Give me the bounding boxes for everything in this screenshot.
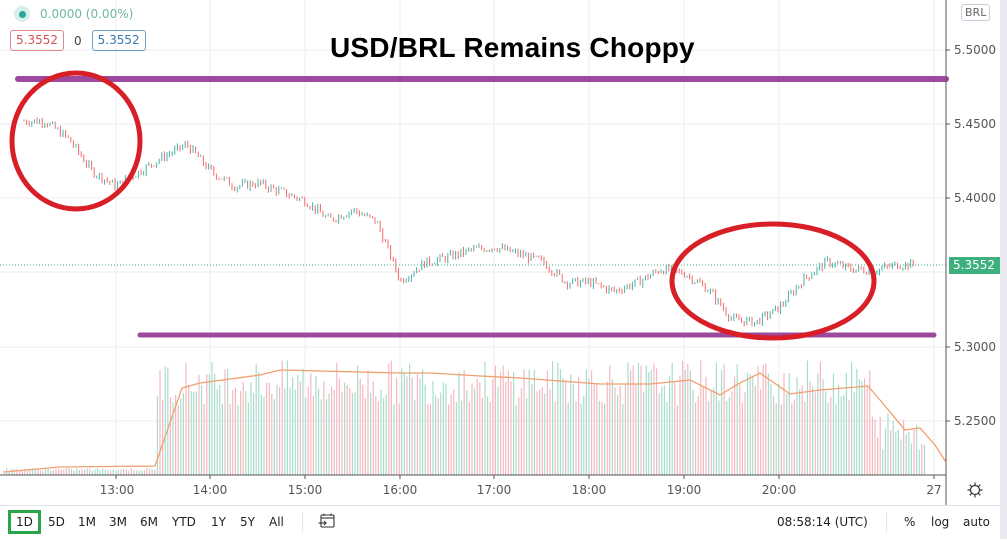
toolbar-divider [302,512,303,532]
price-label: 5.2500 [954,414,996,428]
price-label: 5.4500 [954,117,996,131]
scrollbar[interactable] [1000,0,1007,539]
go-to-date-icon[interactable] [318,513,336,529]
time-label: 14:00 [192,483,228,497]
log-scale-toggle[interactable]: log [931,515,950,529]
volume-moving-average [3,369,947,473]
range-5y[interactable]: 5Y [240,515,255,529]
toolbar-divider [886,512,887,532]
chart-title: USD/BRL Remains Choppy [330,32,695,63]
currency-badge[interactable]: BRL [961,4,991,21]
time-label: 20:00 [761,483,797,497]
range-1y[interactable]: 1Y [211,515,226,529]
price-label: 5.4000 [954,191,996,205]
bid-price[interactable]: 5.3552 [10,30,64,51]
time-label: 15:00 [287,483,323,497]
change-value: 0.0000 (0.00%) [40,7,134,21]
price-label: 5.5000 [954,43,996,57]
range-1m[interactable]: 1M [78,515,96,529]
range-1d[interactable]: 1D [8,510,41,534]
range-5d[interactable]: 5D [48,515,65,529]
time-label: 17:00 [476,483,512,497]
price-label: 5.3000 [954,340,996,354]
status-dot-icon [14,6,30,22]
bottom-toolbar [0,505,1000,540]
time-label: 27 [926,483,942,497]
time-label: 19:00 [666,483,702,497]
time-label: 18:00 [571,483,607,497]
legend-change: 0.0000 (0.00%) [14,6,133,22]
range-3m[interactable]: 3M [109,515,127,529]
range-6m[interactable]: 6M [140,515,158,529]
ask-price[interactable]: 5.3552 [91,30,146,51]
last-price-badge: 5.3552 [949,257,1001,274]
timezone-clock[interactable]: 08:58:14 (UTC) [777,515,868,529]
range-all[interactable]: All [269,515,284,529]
time-label: 13:00 [99,483,135,497]
highlight-circle-left [9,70,143,212]
auto-scale-toggle[interactable]: auto [963,515,991,529]
percent-scale-toggle[interactable]: % [904,515,916,529]
range-ytd[interactable]: YTD [172,515,196,529]
highlight-circle-right [669,221,877,341]
spread-value: 0 [74,33,82,48]
bid-ask: 5.3552 0 5.3552 [10,30,146,51]
settings-gear-icon[interactable] [966,481,984,499]
chart-canvas[interactable] [0,0,1000,505]
time-label: 16:00 [382,483,418,497]
